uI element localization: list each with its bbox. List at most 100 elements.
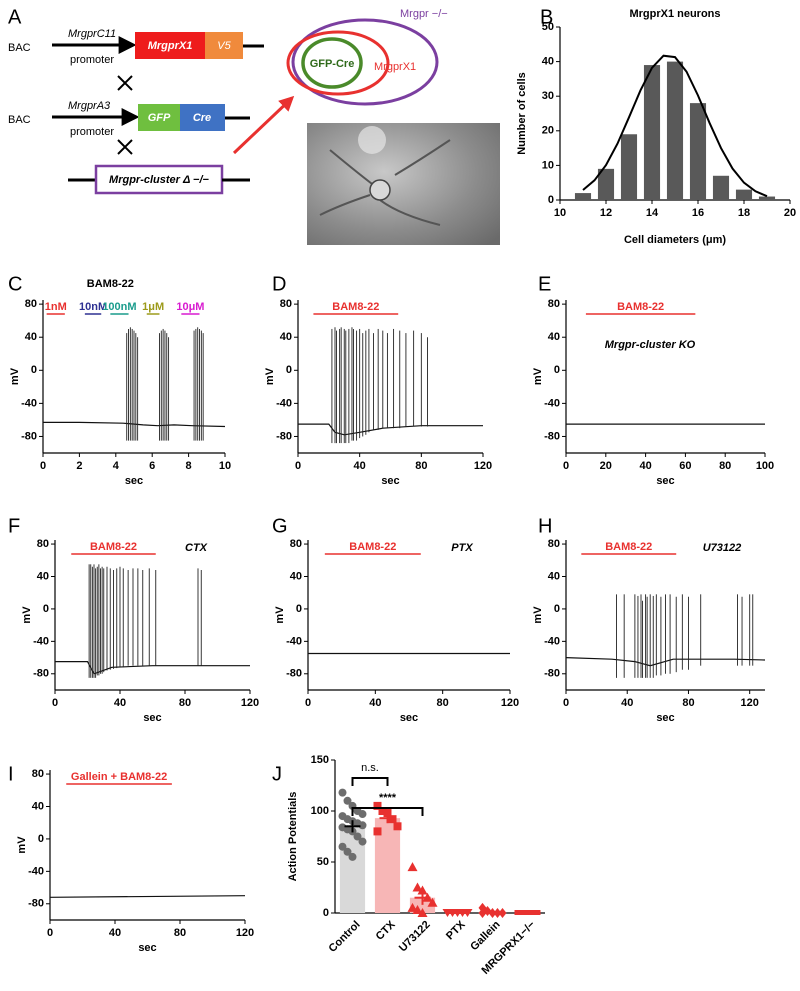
x-tick-label: 0 (563, 460, 569, 472)
y-tick-label: 0 (31, 364, 37, 376)
significance-label: n.s. (361, 762, 379, 774)
y-axis-label: mV (264, 367, 276, 385)
data-point (417, 885, 428, 895)
x-axis-label: sec (400, 712, 418, 724)
x-tick-label: 40 (114, 697, 126, 709)
y-tick-label: -40 (544, 397, 560, 409)
y-tick-label: 80 (32, 768, 44, 780)
y-axis-label: mV (16, 836, 28, 854)
y-tick-label: -40 (544, 635, 560, 647)
bar (712, 175, 730, 200)
y-tick-label: -80 (544, 430, 560, 442)
data-point (358, 837, 367, 846)
y-axis-label: mV (532, 606, 544, 624)
drug-label: 1nM (45, 301, 67, 313)
panel-letter: H (538, 515, 552, 537)
y-tick-label: 20 (542, 125, 554, 137)
data-point (427, 897, 438, 907)
drug-label: 100nM (102, 301, 136, 313)
cross (117, 75, 133, 91)
drug-label: 1μM (142, 301, 164, 313)
data-point (388, 815, 397, 824)
x-tick-label: 40 (639, 460, 651, 472)
y-axis-label: mV (21, 606, 33, 624)
panel-letter: F (8, 515, 20, 537)
panel-a: A BAC MrgprC11 promoter MrgprX1 V5 BAC M… (8, 6, 500, 245)
gene-box (180, 104, 225, 131)
x-tick-label: 120 (501, 697, 519, 709)
drug-label: BAM8-22 (332, 301, 379, 313)
drug-label: BAM8-22 (617, 301, 664, 313)
data-point (393, 822, 402, 831)
significance-bracket (351, 777, 389, 786)
gene-box (138, 104, 180, 131)
drug-title: BAM8-22 (87, 278, 134, 290)
venn-outer (291, 18, 439, 106)
drug-label: 10nM (79, 301, 107, 313)
significance-bracket (351, 807, 424, 816)
drug-label: BAM8-22 (605, 541, 652, 553)
panel-letter: E (538, 273, 551, 295)
y-tick-label: 40 (548, 331, 560, 343)
gene-label: Cre (193, 112, 211, 124)
y-tick-label: 40 (32, 800, 44, 812)
x-tick-label: U73122 (397, 919, 433, 955)
x-tick-label: PTX (444, 918, 468, 942)
y-axis-label: Number of cells (516, 72, 528, 155)
x-tick-label: Gallein (468, 918, 503, 953)
venn-middle (286, 30, 390, 96)
gene-label: GFP (148, 112, 171, 124)
x-tick-label: 20 (784, 207, 796, 219)
y-axis-label: mV (532, 367, 544, 385)
x-tick-label: Control (327, 919, 363, 955)
x-tick-label: 60 (679, 460, 691, 472)
x-tick-label: 80 (437, 697, 449, 709)
data-point (358, 821, 367, 830)
x-axis-label: sec (656, 475, 674, 487)
trace-baseline (49, 895, 246, 898)
y-tick-label: 0 (38, 833, 44, 845)
micrograph-glow (358, 126, 386, 154)
x-tick-label: CTX (374, 918, 399, 943)
data-point (498, 908, 507, 918)
x-tick-label: 80 (682, 697, 694, 709)
y-tick-label: 0 (554, 364, 560, 376)
tag-box (205, 32, 243, 59)
panel-letter: J (272, 763, 282, 785)
annotation: CTX (185, 542, 208, 554)
promoter-gene: MrgprC11 (68, 28, 116, 40)
bar (597, 168, 615, 200)
y-tick-label: 40 (25, 331, 37, 343)
bar (689, 103, 707, 200)
promoter-label: promoter (70, 54, 114, 66)
annotation: Mrgpr-cluster KO (605, 339, 696, 351)
x-tick-label: 16 (692, 207, 704, 219)
y-tick-label: -80 (276, 430, 292, 442)
y-tick-label: 80 (548, 298, 560, 310)
bar (574, 193, 592, 200)
cross (117, 139, 133, 155)
y-tick-label: 80 (290, 538, 302, 550)
x-tick-label: 0 (295, 460, 301, 472)
data-point (478, 908, 487, 918)
data-point (534, 910, 541, 915)
knockout-box (94, 164, 224, 195)
bar (643, 65, 661, 200)
y-tick-label: 100 (311, 805, 329, 817)
x-tick-label: 40 (369, 697, 381, 709)
data-point (514, 910, 521, 915)
x-tick-label: 0 (47, 927, 53, 939)
bar (758, 196, 776, 200)
y-tick-label: 80 (25, 298, 37, 310)
x-tick-label: 6 (149, 460, 155, 472)
x-tick-label: 40 (621, 697, 633, 709)
red-arrow (232, 95, 295, 155)
y-tick-label: -40 (21, 397, 37, 409)
data-point (412, 904, 423, 914)
x-axis-label: sec (656, 712, 674, 724)
tag-label: V5 (217, 40, 231, 52)
x-tick-label: 0 (305, 697, 311, 709)
y-tick-label: 80 (280, 298, 292, 310)
y-tick-label: -40 (276, 397, 292, 409)
